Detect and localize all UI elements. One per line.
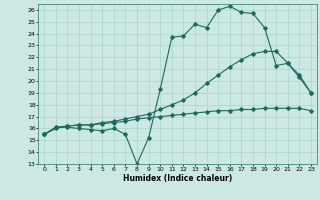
X-axis label: Humidex (Indice chaleur): Humidex (Indice chaleur) bbox=[123, 174, 232, 183]
